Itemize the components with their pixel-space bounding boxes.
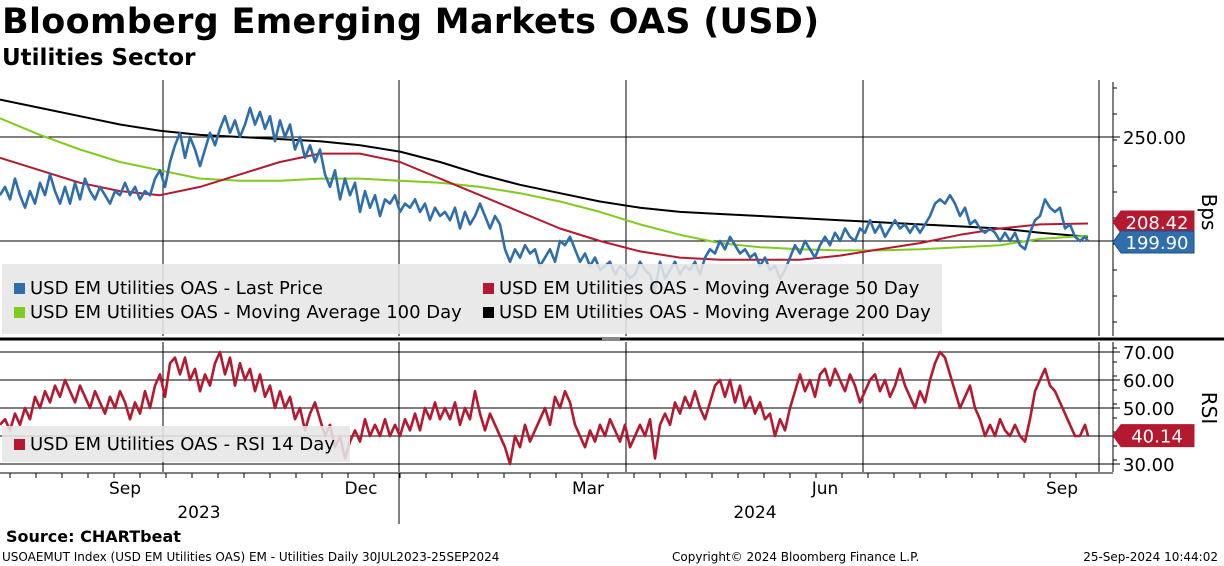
- price-y-ticks: 250.00: [1113, 87, 1186, 323]
- rsi-last-value-tags: 40.14: [1112, 424, 1195, 448]
- price-y-axis-label: Bps: [1197, 194, 1221, 231]
- price-legend-box: [2, 264, 942, 334]
- legend-swatch-ma100: [14, 307, 25, 318]
- footer-timestamp: 25-Sep-2024 10:44:02: [1083, 550, 1218, 564]
- legend-label-ma100: USD EM Utilities OAS - Moving Average 10…: [30, 302, 462, 323]
- series-line-last_price: [0, 106, 1090, 293]
- series-line-rsi: [0, 350, 1090, 466]
- series-line-ma100: [0, 117, 1089, 252]
- footer-ticker: USOAEMUT Index (USD EM Utilities OAS) EM…: [2, 550, 500, 564]
- rsi-series-lines: [0, 350, 1090, 466]
- x-month-label-sep-2024: Sep: [1046, 479, 1078, 499]
- price-series-lines: [0, 98, 1090, 293]
- legend-label-rsi: USD EM Utilities OAS - RSI 14 Day: [30, 434, 335, 455]
- last-value-tag-rsi: [1112, 424, 1195, 448]
- chart-subtitle: Utilities Sector: [2, 45, 196, 71]
- legend-label-ma200: USD EM Utilities OAS - Moving Average 20…: [499, 302, 931, 323]
- rsi-legend-box: [2, 426, 350, 462]
- series-line-ma50: [0, 152, 1089, 261]
- y-tick-label: 50.00: [1123, 399, 1175, 420]
- legend-swatch-ma200: [483, 307, 494, 318]
- rsi-y-axis-label: RSI: [1197, 392, 1221, 425]
- panel-resize-handle: [602, 337, 620, 341]
- x-axis: Sep Dec Mar Jun Sep 2023 2024: [0, 472, 1113, 524]
- x-month-label-jun: Jun: [811, 479, 839, 499]
- price-legend: USD EM Utilities OAS - Last Price USD EM…: [2, 264, 942, 334]
- rsi-legend: USD EM Utilities OAS - RSI 14 Day: [2, 426, 350, 462]
- rsi-panel: 70.00 60.00 50.00 30.00 RSI 40.14 USD EM Ut…: [0, 342, 1221, 476]
- x-year-label-2024: 2024: [733, 503, 776, 523]
- legend-label-last-price: USD EM Utilities OAS - Last Price: [30, 278, 323, 299]
- x-month-label-sep-2023: Sep: [109, 479, 141, 499]
- y-tick-label: 60.00: [1123, 371, 1175, 392]
- legend-swatch-last-price: [14, 283, 25, 294]
- legend-swatch-rsi: [14, 439, 25, 450]
- last-value-text-rsi: 40.14: [1131, 427, 1183, 448]
- source-note: Source: CHARTbeat: [6, 527, 181, 546]
- chart-title: Bloomberg Emerging Markets OAS (USD): [2, 2, 820, 42]
- rsi-y-ticks: 70.00 60.00 50.00 30.00: [1113, 343, 1175, 476]
- legend-swatch-ma50: [483, 283, 494, 294]
- y-tick-label: 70.00: [1123, 343, 1175, 364]
- last-value-tag-last_price: [1112, 230, 1195, 254]
- last-value-text-ma50: 208.42: [1126, 213, 1189, 234]
- footer-copyright: Copyright© 2024 Bloomberg Finance L.P.: [672, 550, 920, 564]
- last-value-text-last_price: 199.90: [1126, 233, 1189, 254]
- y-tick-label: 30.00: [1123, 455, 1175, 476]
- x-axis-ticks: [9, 473, 1077, 478]
- x-month-label-dec: Dec: [345, 479, 378, 499]
- last-value-tag-ma50: [1112, 210, 1195, 234]
- x-year-label-2023: 2023: [177, 503, 220, 523]
- x-month-label-mar: Mar: [572, 479, 604, 499]
- y-tick-label: 250.00: [1123, 128, 1186, 149]
- legend-label-ma50: USD EM Utilities OAS - Moving Average 50…: [499, 278, 920, 299]
